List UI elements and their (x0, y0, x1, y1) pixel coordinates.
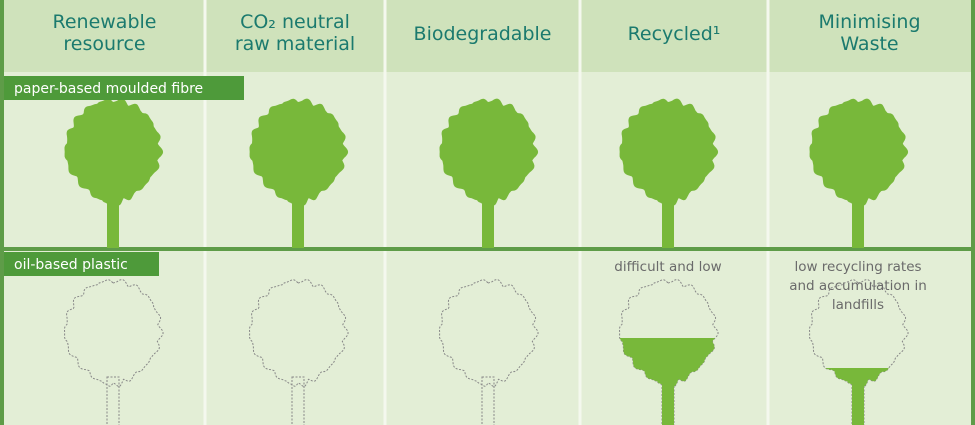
column-header: Waste (840, 33, 898, 55)
column-separator (767, 0, 770, 425)
column-separator (384, 0, 387, 425)
infographic: Renewableresource CO₂ neutralraw material… (0, 0, 975, 425)
column-header: Recycled¹ (628, 23, 721, 45)
column-header: Renewable (53, 11, 157, 33)
cell-note: difficult and low (614, 259, 721, 275)
cell-note: landfills (832, 297, 884, 313)
column-separator (204, 0, 207, 425)
column-separator (579, 0, 582, 425)
tree-trunk (292, 192, 304, 248)
tree-trunk (482, 192, 494, 248)
tree-trunk (852, 373, 864, 425)
column-header: resource (63, 33, 145, 55)
row-label: oil-based plastic (14, 257, 128, 273)
column-header: Minimising (818, 11, 920, 33)
tree-trunk (107, 192, 119, 248)
tree-trunk (662, 192, 674, 248)
cell-note: low recycling rates (794, 259, 921, 275)
column-header: Biodegradable (414, 23, 552, 45)
tree-trunk (852, 192, 864, 248)
column-header: raw material (235, 33, 355, 55)
cell-note: and accumulation in (789, 278, 927, 294)
tree-trunk (662, 373, 674, 425)
column-header: CO₂ neutral (240, 11, 350, 33)
row-label: paper-based moulded fibre (14, 81, 203, 97)
